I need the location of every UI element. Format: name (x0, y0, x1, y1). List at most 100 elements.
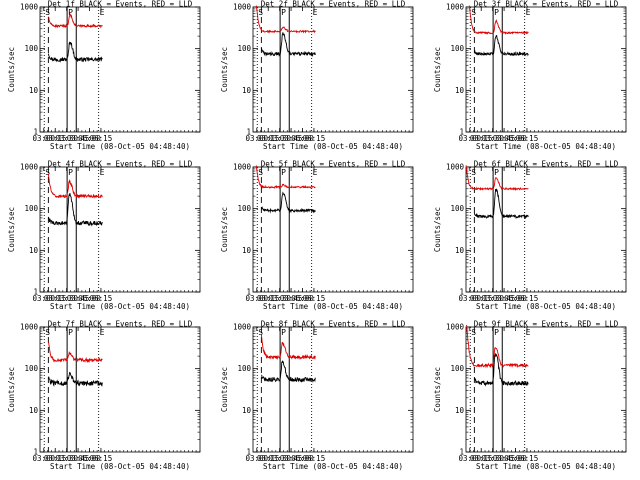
x-tick-label: 03:45 (67, 294, 90, 303)
marker-label: S (258, 168, 263, 177)
x-tick-label: 03:15 (257, 454, 280, 463)
marker-label: S (45, 168, 50, 177)
x-tick-label: 03:30 (481, 454, 504, 463)
x-tick-label: 06:00 (504, 454, 527, 463)
series-events-line (473, 353, 529, 387)
y-tick-label: 10 (242, 406, 252, 415)
y-axis-label: Counts/sec (220, 47, 229, 92)
x-tick-label: 03:15 (44, 134, 67, 143)
marker-label: S (471, 168, 476, 177)
x-tick-label: 06:00 (291, 134, 314, 143)
x-tick-label: 03:30 (481, 134, 504, 143)
x-axis-label: Start Time (08-Oct-05 04:48:40) (263, 142, 403, 151)
x-tick-label: 03:15 (257, 134, 280, 143)
x-axis-label: Start Time (08-Oct-05 04:48:40) (263, 302, 403, 311)
x-tick-label: 03:30 (55, 294, 78, 303)
series-lld-line (260, 334, 316, 361)
x-tick-label: 03:15 (44, 454, 67, 463)
y-tick-label: 100 (237, 204, 251, 213)
plot-frame (252, 6, 414, 133)
panel-title: Det 2f BLACK = Events, RED = LLD (261, 0, 406, 9)
plot-frame (465, 166, 627, 293)
y-tick-label: 1 (246, 448, 251, 457)
y-tick-label: 10 (29, 246, 39, 255)
panel-title: Det 6f BLACK = Events, RED = LLD (474, 160, 619, 169)
y-tick-label: 1000 (446, 163, 465, 172)
y-tick-label: 10 (242, 86, 252, 95)
x-tick-label: 03:45 (67, 454, 90, 463)
marker-label: E (313, 8, 318, 17)
series-lld-line (48, 12, 103, 29)
y-axis-label: Counts/sec (220, 367, 229, 412)
x-tick-label: 03:00 (459, 134, 482, 143)
series-events-line (260, 32, 316, 58)
panel-title: Det 5f BLACK = Events, RED = LLD (261, 160, 406, 169)
x-tick-label: 06:00 (78, 454, 101, 463)
series-lld-line (255, 165, 316, 190)
marker-label: P (68, 8, 73, 17)
x-axis-label: Start Time (08-Oct-05 04:48:40) (476, 462, 616, 471)
marker-label: P (281, 328, 286, 337)
marker-label: S (258, 8, 263, 17)
x-tick-label: 03:15 (470, 454, 493, 463)
x-tick-label: 06:00 (504, 294, 527, 303)
y-tick-label: 100 (24, 44, 38, 53)
plot-frame (465, 326, 627, 453)
y-tick-label: 100 (237, 364, 251, 373)
series-events-line (261, 360, 316, 383)
x-tick-label: 03:00 (246, 454, 269, 463)
panel-title: Det 9f BLACK = Events, RED = LLD (474, 320, 619, 329)
x-axis-label: Start Time (08-Oct-05 04:48:40) (476, 142, 616, 151)
marker-label: S (45, 328, 50, 337)
x-tick-label: 03:45 (493, 454, 516, 463)
x-tick-label: 06:15 (90, 294, 113, 303)
x-tick-label: 03:45 (280, 294, 303, 303)
y-tick-label: 1000 (233, 163, 252, 172)
x-tick-label: 06:15 (303, 294, 326, 303)
series-lld-line (47, 341, 103, 364)
x-tick-label: 03:15 (44, 294, 67, 303)
y-tick-label: 10 (242, 246, 252, 255)
plot-frame (39, 166, 201, 293)
x-axis-label: Start Time (08-Oct-05 04:48:40) (50, 302, 190, 311)
x-tick-label: 03:30 (481, 294, 504, 303)
x-tick-label: 06:00 (291, 454, 314, 463)
y-tick-label: 1 (459, 128, 464, 137)
marker-label: P (68, 168, 73, 177)
series-lld-line (466, 324, 529, 369)
marker-label: E (526, 168, 531, 177)
x-tick-label: 03:45 (280, 134, 303, 143)
marker-label: E (100, 328, 105, 337)
panel-det-4f: Det 4f BLACK = Events, RED = LLD 1 10 100 10… (7, 160, 201, 311)
x-tick-label: 03:15 (257, 294, 280, 303)
y-tick-label: 1 (246, 288, 251, 297)
panel-title: Det 4f BLACK = Events, RED = LLD (48, 160, 193, 169)
plot-frame (465, 6, 627, 133)
plot-frame (252, 326, 414, 453)
x-tick-label: 03:30 (55, 454, 78, 463)
panel-title: Det 1f BLACK = Events, RED = LLD (48, 0, 193, 9)
series-events-line (473, 188, 529, 220)
y-axis-label: Counts/sec (220, 207, 229, 252)
panel-det-6f: Det 6f BLACK = Events, RED = LLD 1 10 100 10… (433, 160, 627, 311)
y-tick-label: 10 (455, 86, 465, 95)
panel-det-5f: Det 5f BLACK = Events, RED = LLD 1 10 100 10… (220, 160, 414, 311)
y-axis-label: Counts/sec (7, 207, 16, 252)
marker-label: P (494, 8, 499, 17)
x-tick-label: 03:15 (470, 134, 493, 143)
x-tick-label: 06:15 (90, 134, 113, 143)
marker-label: S (471, 8, 476, 17)
marker-label: E (526, 8, 531, 17)
x-tick-label: 03:00 (246, 134, 269, 143)
y-tick-label: 1000 (20, 163, 39, 172)
series-lld-line (255, 5, 316, 34)
panel-det-2f: Det 2f BLACK = Events, RED = LLD 1 10 100 10… (220, 0, 414, 151)
y-tick-label: 100 (450, 364, 464, 373)
series-events-line (48, 371, 103, 387)
x-axis-label: Start Time (08-Oct-05 04:48:40) (50, 462, 190, 471)
x-tick-label: 03:00 (246, 294, 269, 303)
x-tick-label: 03:00 (33, 134, 56, 143)
marker-label: E (526, 328, 531, 337)
marker-label: S (258, 328, 263, 337)
